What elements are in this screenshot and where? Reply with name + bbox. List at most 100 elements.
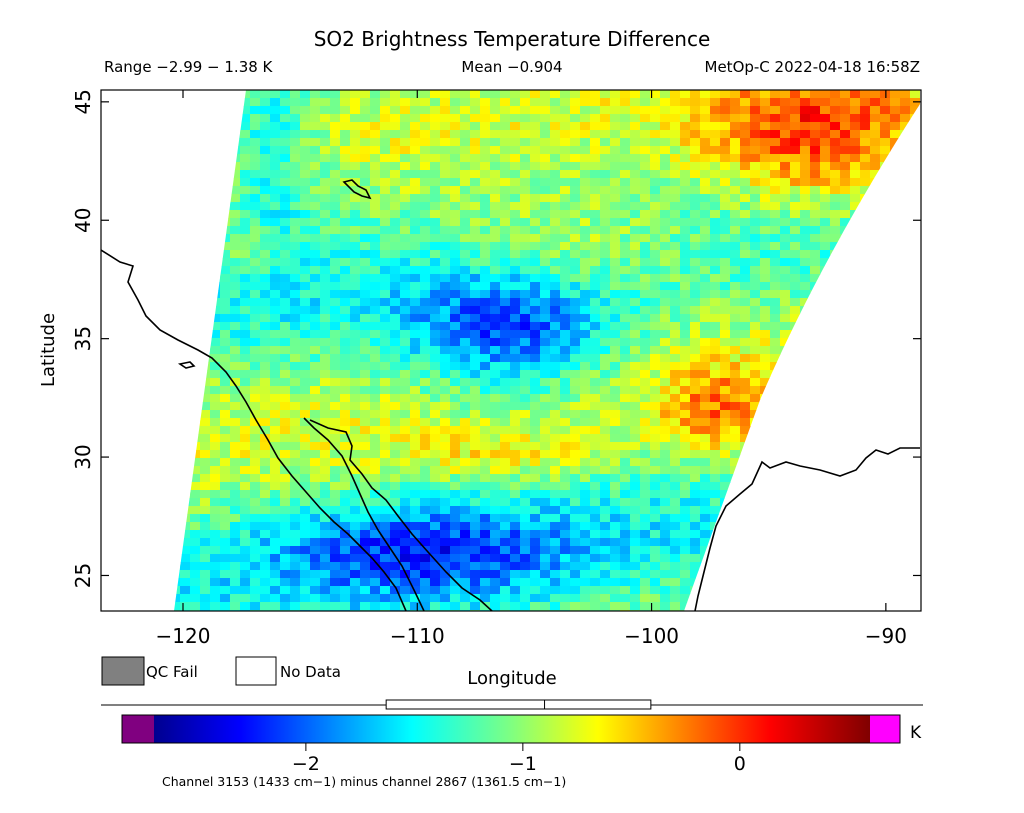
swath-pixel — [230, 402, 241, 411]
swath-pixel — [230, 490, 241, 499]
swath-pixel — [690, 162, 701, 171]
swath-pixel — [590, 578, 601, 587]
swath-pixel — [760, 322, 771, 331]
swath-pixel — [850, 130, 861, 139]
swath-pixel — [410, 242, 421, 251]
swath-pixel — [830, 170, 841, 179]
swath-pixel — [710, 218, 721, 227]
swath-pixel — [370, 498, 381, 507]
swath-pixel — [360, 594, 371, 603]
swath-pixel — [510, 386, 521, 395]
swath-pixel — [610, 298, 621, 307]
swath-pixel — [420, 482, 431, 491]
swath-pixel — [610, 290, 621, 299]
swath-pixel — [220, 410, 231, 419]
swath-pixel — [270, 578, 281, 587]
swath-pixel — [460, 418, 471, 427]
swath-pixel — [670, 202, 681, 211]
swath-pixel — [560, 322, 571, 331]
swath-pixel — [490, 250, 501, 259]
swath-pixel — [420, 210, 431, 219]
swath-pixel — [650, 538, 661, 547]
swath-pixel — [500, 570, 511, 579]
swath-pixel — [900, 114, 911, 123]
swath-pixel — [420, 314, 431, 323]
swath-pixel — [330, 250, 341, 259]
swath-pixel — [830, 186, 841, 195]
swath-pixel — [250, 234, 261, 243]
swath-pixel — [720, 418, 731, 427]
swath-pixel — [420, 570, 431, 579]
swath-pixel — [430, 314, 441, 323]
swath-pixel — [420, 122, 431, 131]
swath-pixel — [590, 394, 601, 403]
swath-pixel — [240, 514, 251, 523]
swath-pixel — [780, 298, 791, 307]
swath-pixel — [390, 586, 401, 595]
swath-pixel — [600, 378, 611, 387]
swath-pixel — [650, 570, 661, 579]
swath-pixel — [240, 530, 251, 539]
swath-pixel — [410, 250, 421, 259]
swath-pixel — [350, 370, 361, 379]
swath-pixel — [600, 234, 611, 243]
swath-pixel — [540, 98, 551, 107]
swath-pixel — [790, 250, 801, 259]
swath-pixel — [350, 514, 361, 523]
swath-pixel — [710, 226, 721, 235]
swath-pixel — [500, 546, 511, 555]
swath-pixel — [760, 122, 771, 131]
swath-pixel — [250, 434, 261, 443]
swath-pixel — [340, 114, 351, 123]
swath-pixel — [770, 154, 781, 163]
swath-pixel — [460, 434, 471, 443]
swath-pixel — [200, 570, 211, 579]
swath-pixel — [710, 346, 721, 355]
swath-pixel — [400, 474, 411, 483]
swath-pixel — [630, 426, 641, 435]
swath-pixel — [720, 186, 731, 195]
swath-pixel — [330, 410, 341, 419]
swath-pixel — [560, 290, 571, 299]
swath-pixel — [570, 586, 581, 595]
swath-pixel — [370, 378, 381, 387]
swath-pixel — [650, 338, 661, 347]
swath-pixel — [720, 442, 731, 451]
swath-pixel — [480, 482, 491, 491]
swath-pixel — [580, 474, 591, 483]
swath-pixel — [380, 242, 391, 251]
swath-pixel — [280, 154, 291, 163]
swath-pixel — [790, 178, 801, 187]
swath-pixel — [720, 394, 731, 403]
swath-pixel — [800, 106, 811, 115]
swath-pixel — [560, 442, 571, 451]
swath-pixel — [620, 186, 631, 195]
swath-pixel — [620, 178, 631, 187]
swath-pixel — [440, 242, 451, 251]
swath-pixel — [360, 258, 371, 267]
swath-pixel — [320, 274, 331, 283]
swath-pixel — [340, 250, 351, 259]
swath-pixel — [380, 274, 391, 283]
swath-pixel — [470, 562, 481, 571]
swath-pixel — [200, 602, 211, 611]
swath-pixel — [640, 578, 651, 587]
swath-pixel — [440, 122, 451, 131]
swath-pixel — [350, 250, 361, 259]
swath-pixel — [740, 338, 751, 347]
swath-pixel — [530, 402, 541, 411]
swath-pixel — [240, 578, 251, 587]
swath-pixel — [560, 586, 571, 595]
swath-pixel — [310, 458, 321, 467]
swath-pixel — [670, 298, 681, 307]
swath-pixel — [410, 586, 421, 595]
swath-pixel — [620, 378, 631, 387]
swath-pixel — [730, 146, 741, 155]
swath-pixel — [600, 106, 611, 115]
swath-pixel — [310, 346, 321, 355]
swath-pixel — [680, 394, 691, 403]
swath-pixel — [800, 122, 811, 131]
swath-pixel — [740, 210, 751, 219]
swath-pixel — [880, 122, 891, 131]
swath-pixel — [670, 442, 681, 451]
